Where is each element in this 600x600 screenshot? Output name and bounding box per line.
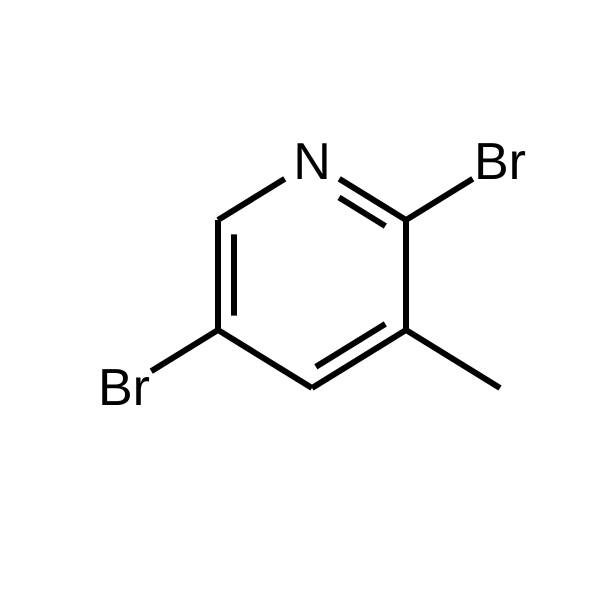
bond-line	[218, 330, 312, 388]
bond-line	[151, 330, 218, 371]
bond-line	[218, 179, 285, 220]
bond-line	[339, 179, 406, 220]
atom-label: N	[293, 133, 331, 191]
bond-line	[406, 179, 473, 220]
bond-line	[406, 330, 500, 388]
atom-label: Br	[474, 133, 526, 191]
atom-label: Br	[98, 359, 150, 417]
molecule-diagram: N Br Br	[0, 0, 600, 600]
bond-line	[316, 324, 385, 367]
